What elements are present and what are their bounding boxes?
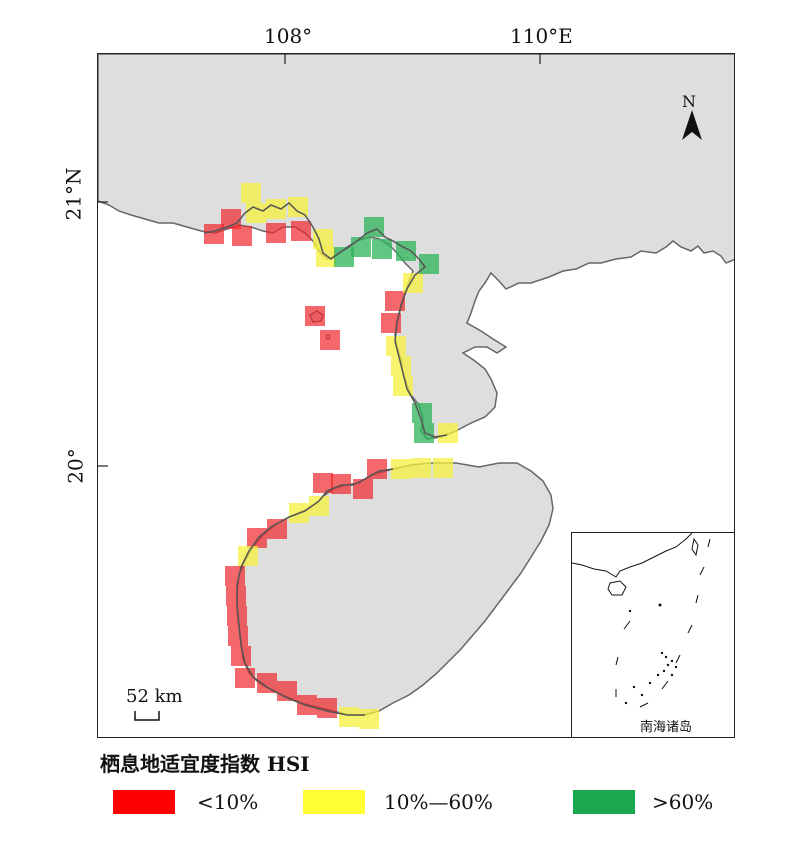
hsi-cell-low [247,528,267,548]
hainan-island [236,462,554,716]
hsi-cell-low [225,566,245,586]
hsi-cell-high [419,254,439,274]
hsi-cell-mid [266,199,286,219]
coastline-north [203,202,448,438]
hsi-cell-low [317,698,337,718]
hsi-cell-low [235,668,255,688]
hsi-cell-low [227,606,247,626]
map-frame [97,53,735,738]
legend-title: 栖息地适宜度指数 HSI [100,752,310,776]
lon-tick-110: 110°E [510,24,573,48]
hsi-cell-mid [288,197,308,217]
hsi-cell-high [414,423,434,443]
hsi-cell-mid [359,709,379,729]
inset-dashed-boundary [615,538,711,708]
hsi-cell-low [228,626,248,646]
map-canvas [98,54,734,729]
hsi-cell-mid [238,546,258,566]
hsi-cell-low [231,646,251,666]
legend-label-high: >60% [652,790,714,814]
hsi-cell-mid [433,458,453,478]
hsi-cell-mid [316,247,336,267]
hsi-cell-high [372,239,392,259]
hsi-cell-low [385,291,405,311]
legend-label-mid: 10%—60% [384,790,493,814]
hsi-cells-low [204,209,405,718]
hsi-cell-high [334,247,354,267]
hsi-cell-mid [438,423,458,443]
inset-map-canvas [571,532,711,708]
scale-bar-label: 52 km [126,686,183,707]
hsi-cell-low [331,474,351,494]
hsi-cell-low [291,221,311,241]
inset-taiwan [691,537,699,557]
hsi-cell-low [257,673,277,693]
north-label: N [682,92,696,111]
inset-map [571,532,735,738]
inset-coastline [571,532,693,578]
hsi-cell-low [320,330,340,350]
hsi-cell-mid [313,229,333,249]
lat-tick-20: 20° [63,448,88,484]
hsi-cells-high [334,217,439,443]
north-arrow-icon [682,110,702,140]
lon-tick-108: 108° [264,24,313,48]
hsi-cell-low [353,479,373,499]
mainland-landmass [98,54,734,440]
inset-hainan [607,580,627,596]
hsi-cell-mid [309,496,329,516]
hsi-cell-mid [339,707,359,727]
hsi-cell-mid [391,459,411,479]
hsi-cell-low [232,226,252,246]
inset-islands [624,603,678,705]
hsi-cell-low [367,459,387,479]
coastline-hainan [236,468,394,716]
scale-bar [134,711,160,721]
hsi-cell-low [313,473,333,493]
hsi-cell-mid [411,458,431,478]
lat-tick-21: 21°N [61,167,86,221]
hsi-cell-low [267,519,287,539]
hsi-cell-low [226,586,246,606]
legend-label-low: <10% [197,790,259,814]
hsi-cell-mid [246,203,266,223]
legend-swatch-low [113,790,175,814]
hsi-cell-mid [241,183,261,203]
legend-swatch-high [573,790,635,814]
hsi-cell-low [305,306,325,326]
hsi-cell-low [266,223,286,243]
inset-label: 南海诸岛 [640,720,693,735]
hsi-cell-high [351,237,371,257]
legend-swatch-mid [303,790,365,814]
